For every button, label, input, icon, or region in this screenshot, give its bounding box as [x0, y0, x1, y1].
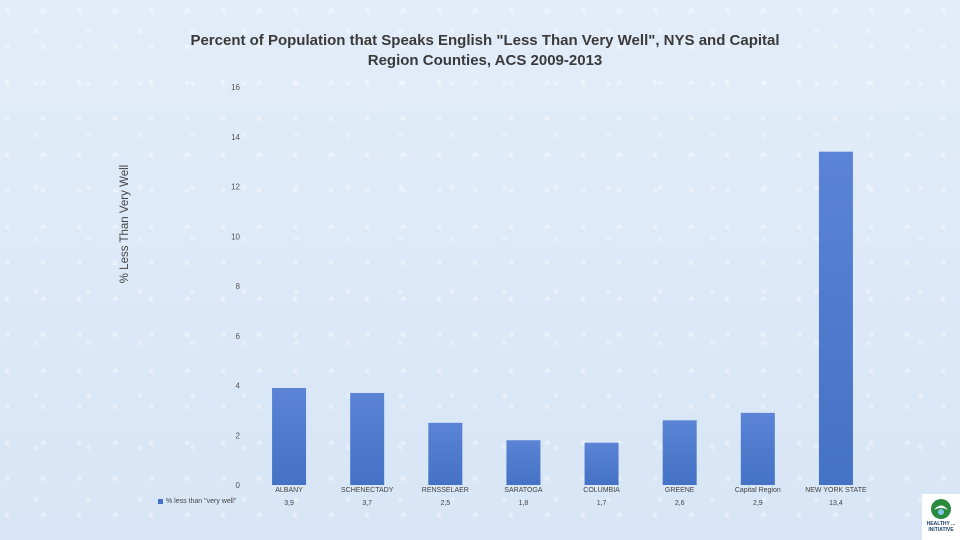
bar — [350, 392, 385, 485]
x-category-label: ALBANY — [275, 487, 303, 494]
legend: % less than "very well" — [158, 498, 236, 505]
x-category-label: Capital Region — [735, 487, 781, 494]
data-value-label: 3,7 — [362, 500, 372, 507]
legend-label: % less than "very well" — [166, 498, 237, 505]
data-value-label: 13,4 — [829, 500, 843, 507]
y-tick-label: 16 — [231, 83, 240, 92]
bar — [506, 440, 541, 485]
data-value-label: 3,9 — [284, 500, 294, 507]
data-value-label: 2,6 — [675, 500, 685, 507]
chart-title: Percent of Population that Speaks Englis… — [190, 32, 780, 69]
bar — [584, 442, 619, 485]
bar — [272, 387, 307, 485]
data-value-label: 1,7 — [597, 500, 607, 507]
y-tick-label: 14 — [231, 133, 240, 142]
data-value-label: 2,9 — [753, 500, 763, 507]
y-tick-label: 10 — [231, 232, 240, 241]
y-tick-label: 8 — [236, 282, 241, 291]
x-category-label: RENSSELAER — [422, 487, 469, 494]
x-category-label: SARATOGA — [504, 487, 543, 494]
y-tick-label: 0 — [236, 481, 241, 490]
bar — [740, 412, 775, 485]
organization-logo: HEALTHY ... INITIATIVE — [922, 494, 960, 540]
x-category-label: SCHENECTADY — [341, 487, 394, 494]
bar — [428, 422, 463, 485]
x-category-label: NEW YORK STATE — [805, 487, 867, 494]
y-tick-label: 4 — [236, 382, 241, 391]
bar — [662, 420, 697, 485]
data-value-label: 1,8 — [519, 500, 529, 507]
x-category-label: GREENE — [665, 487, 695, 494]
y-tick-label: 2 — [236, 431, 241, 440]
logo-icon — [931, 499, 951, 519]
y-tick-label: 12 — [231, 183, 240, 192]
data-value-label: 2,5 — [440, 500, 450, 507]
bar — [818, 151, 853, 486]
logo-text: HEALTHY ... INITIATIVE — [926, 521, 956, 533]
legend-swatch — [158, 498, 163, 504]
y-tick-label: 6 — [236, 332, 241, 341]
x-category-label: COLUMBIA — [583, 487, 620, 494]
